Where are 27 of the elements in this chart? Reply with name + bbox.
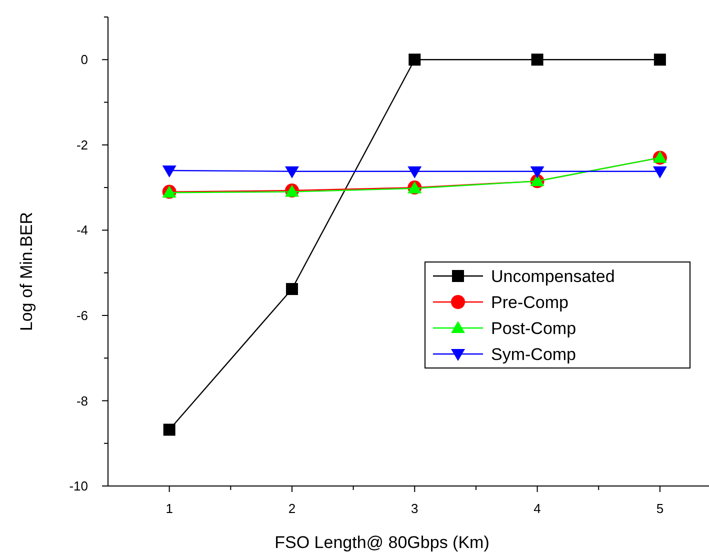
x-axis-title: FSO Length@ 80Gbps (Km) bbox=[274, 533, 490, 552]
y-tick-label: -6 bbox=[76, 308, 88, 324]
x-tick-label: 5 bbox=[656, 501, 664, 516]
x-tick-label: 2 bbox=[288, 501, 296, 516]
point bbox=[652, 166, 667, 178]
x-tick-label: 3 bbox=[411, 501, 418, 516]
point bbox=[286, 283, 298, 296]
point bbox=[284, 166, 299, 178]
y-axis-title: Log of Min.BER bbox=[17, 212, 36, 332]
y-tick-label: -4 bbox=[76, 222, 88, 238]
point bbox=[530, 166, 544, 178]
y-tick-label: -10 bbox=[69, 478, 88, 494]
x-tick-label: 1 bbox=[166, 501, 173, 516]
point bbox=[654, 54, 666, 66]
point bbox=[408, 166, 422, 178]
y-tick-label: -2 bbox=[76, 137, 88, 152]
point bbox=[408, 54, 421, 66]
point bbox=[531, 54, 544, 66]
legend-label: Pre-Comp bbox=[491, 292, 568, 312]
legend-label: Uncompensated bbox=[491, 266, 615, 286]
point bbox=[163, 424, 176, 436]
legend-label: Sym-Comp bbox=[491, 344, 576, 364]
y-tick-label: 0 bbox=[80, 52, 88, 68]
y-tick-label: -8 bbox=[76, 393, 88, 408]
x-tick-label: 4 bbox=[534, 501, 541, 516]
legend-label: Post-Comp bbox=[491, 318, 576, 338]
point bbox=[162, 165, 176, 178]
